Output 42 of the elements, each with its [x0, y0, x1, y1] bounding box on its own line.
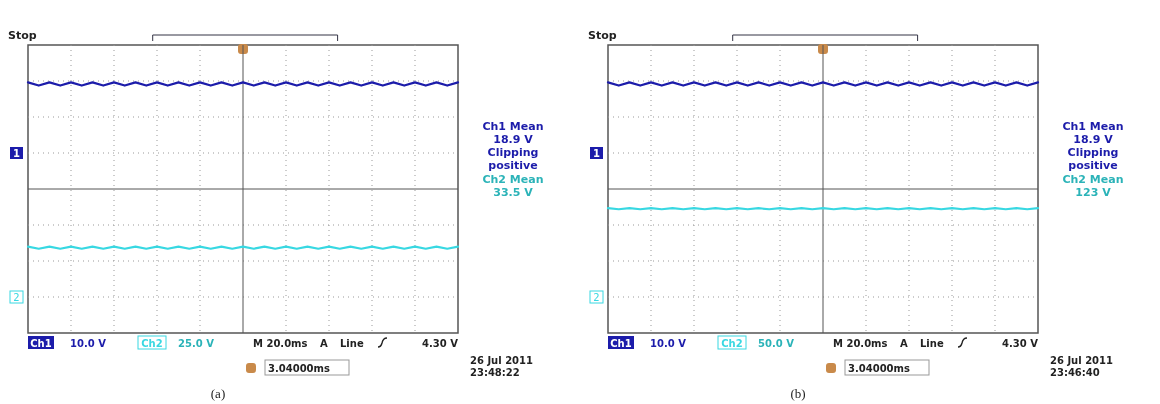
- text: (a): [210, 386, 226, 401]
- text: Ch2: [141, 337, 163, 349]
- text: 10.0 V: [70, 337, 107, 349]
- text: Ch2 Mean: [1062, 173, 1124, 186]
- text: 3.04000ms: [848, 362, 910, 374]
- text: (b): [790, 386, 806, 401]
- text: 18.9 V: [493, 133, 534, 146]
- text: Ch1: [30, 337, 52, 349]
- text: 1: [593, 148, 601, 159]
- chart-title: Stop: [588, 29, 617, 42]
- text: Ch2 Mean: [482, 173, 544, 186]
- text: 2: [13, 292, 20, 303]
- text: 26 Jul 2011: [470, 355, 534, 366]
- text: M 20.0ms: [253, 337, 308, 349]
- text: A: [900, 337, 908, 349]
- text: Ch1 Mean: [1062, 120, 1124, 133]
- text: 10.0 V: [650, 337, 687, 349]
- text: 3.04000ms: [268, 362, 330, 374]
- text: Ch1: [610, 337, 632, 349]
- text: positive: [1068, 159, 1118, 172]
- text: 2: [593, 292, 600, 303]
- text: 33.5 V: [493, 186, 534, 199]
- text: positive: [488, 159, 538, 172]
- text: 50.0 V: [758, 337, 795, 349]
- text: 26 Jul 2011: [1050, 355, 1114, 366]
- text: Clipping: [487, 146, 539, 159]
- text: 123 V: [1075, 186, 1112, 199]
- text: Clipping: [1067, 146, 1119, 159]
- text: 25.0 V: [178, 337, 215, 349]
- text: M 20.0ms: [833, 337, 888, 349]
- text: 23:48:22: [470, 367, 520, 378]
- text: A: [320, 337, 328, 349]
- text: Ch2: [721, 337, 743, 349]
- chart-title: Stop: [8, 29, 37, 42]
- text: 4.30 V: [422, 337, 459, 349]
- text: Ch1 Mean: [482, 120, 544, 133]
- text: Line: [340, 337, 364, 349]
- text: 1: [13, 148, 21, 159]
- text: 23:46:40: [1050, 367, 1100, 378]
- text: 4.30 V: [1002, 337, 1039, 349]
- text: 18.9 V: [1073, 133, 1114, 146]
- text: Line: [920, 337, 944, 349]
